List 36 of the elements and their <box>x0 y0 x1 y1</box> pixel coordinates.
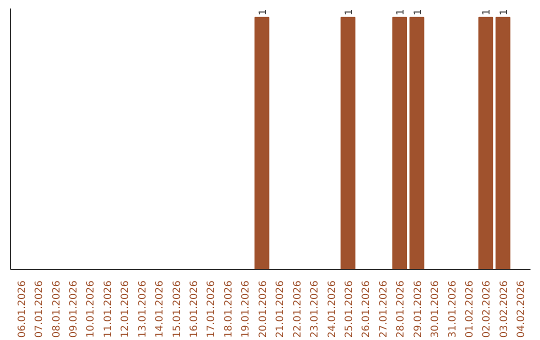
x-tick-label: 17.01.2026 <box>206 280 218 338</box>
x-tick-label: 11.01.2026 <box>102 280 114 338</box>
x-tick-label: 29.01.2026 <box>412 280 424 338</box>
x-tick-label: 28.01.2026 <box>396 280 407 338</box>
x-tick-label: 14.01.2026 <box>154 280 166 338</box>
data-label: 1 <box>344 8 355 16</box>
data-label: 1 <box>396 8 407 16</box>
x-tick-label: 06.01.2026 <box>16 280 28 338</box>
x-tick-label: 12.01.2026 <box>120 280 132 338</box>
data-label: 1 <box>498 8 510 16</box>
x-tick-label: 10.01.2026 <box>86 280 97 338</box>
data-label: 1 <box>412 8 424 16</box>
x-tick-label: 03.02.2026 <box>498 280 510 338</box>
x-tick-label: 16.01.2026 <box>189 280 200 338</box>
x-tick-label: 08.01.2026 <box>51 280 62 338</box>
x-tick-label: 25.01.2026 <box>344 280 355 338</box>
x-tick-label: 23.01.2026 <box>310 280 321 338</box>
x-tick-label: 31.01.2026 <box>447 280 458 338</box>
data-label: 1 <box>258 8 269 16</box>
x-tick-label: 13.01.2026 <box>137 280 148 338</box>
x-tick-label: 15.01.2026 <box>172 280 183 338</box>
x-tick-label: 01.02.2026 <box>464 280 476 338</box>
x-tick-label: 26.01.2026 <box>361 280 372 338</box>
x-tick-label: 24.01.2026 <box>326 280 338 338</box>
x-tick-label: 22.01.2026 <box>292 280 304 338</box>
x-tick-label: 07.01.2026 <box>34 280 46 338</box>
x-tick-label: 20.01.2026 <box>258 280 269 338</box>
x-tick-label: 27.01.2026 <box>378 280 390 338</box>
x-tick-label: 21.01.2026 <box>275 280 286 338</box>
x-tick-label: 18.01.2026 <box>223 280 234 338</box>
data-label: 1 <box>482 8 493 16</box>
x-tick-label: 30.01.2026 <box>430 280 442 338</box>
x-tick-label: 09.01.2026 <box>68 280 80 338</box>
x-tick-label: 02.02.2026 <box>482 280 493 338</box>
x-tick-label: 19.01.2026 <box>240 280 252 338</box>
x-tick-label: 04.02.2026 <box>516 280 528 338</box>
